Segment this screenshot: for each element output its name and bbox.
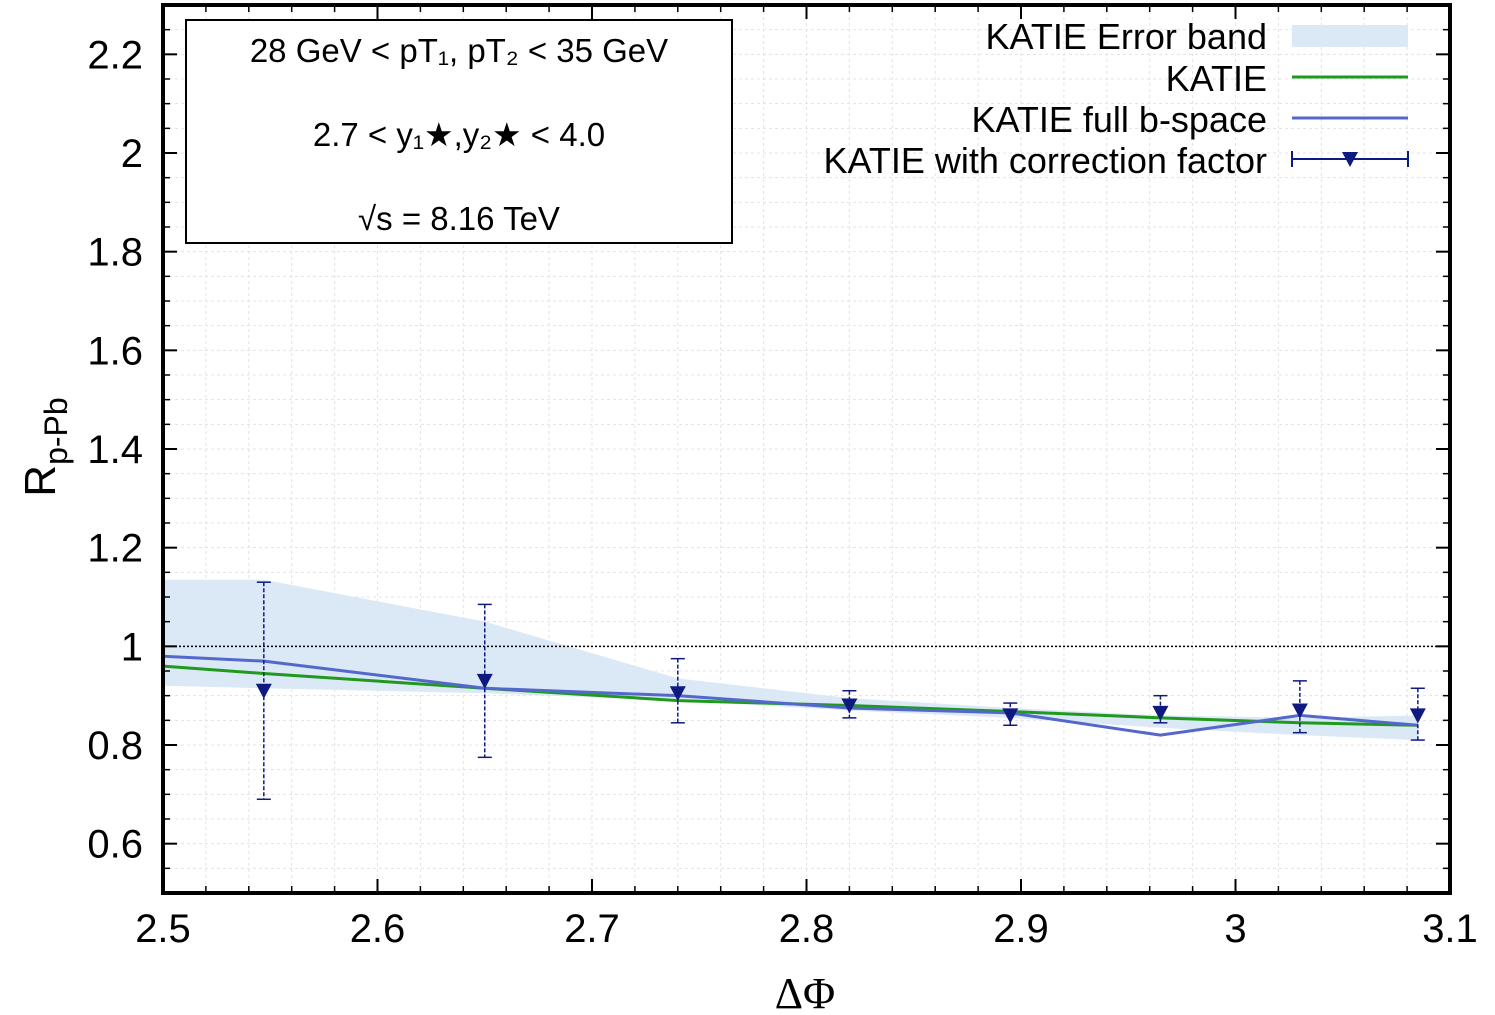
x-tick-label: 2.7 — [564, 907, 620, 951]
triangle-marker — [841, 698, 858, 714]
x-tick-labels: 2.5 2.6 2.7 2.8 2.9 3 3.1 — [135, 907, 1478, 951]
triangle-marker — [1291, 703, 1308, 719]
triangle-marker — [1002, 708, 1019, 724]
y-tick-label: 1.4 — [87, 428, 143, 472]
y-tick-label: 1.6 — [87, 329, 143, 373]
correction-factor-point — [1152, 694, 1169, 724]
correction-factor-point — [669, 657, 686, 724]
info-box-frame — [185, 19, 733, 244]
x-tick-label: 3 — [1224, 907, 1246, 951]
legend-label-katie: KATIE — [1166, 58, 1267, 99]
triangle-marker — [669, 686, 686, 702]
triangle-marker — [255, 683, 272, 699]
plot-frame — [161, 3, 1452, 895]
y-tick-label: 2.2 — [87, 33, 143, 77]
y-tick-labels: 0.6 0.8 1 1.2 1.4 1.6 1.8 2 2.2 — [87, 33, 143, 866]
y-tick-label: 0.6 — [87, 823, 143, 867]
info-rapidity-range: 2.7 < y₁★,y₂★ < 4.0 — [313, 116, 605, 153]
x-tick-label: 2.6 — [350, 907, 406, 951]
info-sqrt-s: √s — [358, 200, 393, 237]
y-tick-label: 1 — [121, 625, 143, 669]
x-tick-label: 3.1 — [1422, 907, 1478, 951]
legend: KATIE Error band KATIE KATIE full b-spac… — [824, 16, 1409, 181]
error-band — [163, 579, 1418, 741]
x-tick-label: 2.9 — [993, 907, 1049, 951]
triangle-marker — [476, 673, 493, 689]
y-tick-label: 1.2 — [87, 527, 143, 571]
legend-swatch-band — [1292, 25, 1408, 47]
x-axis-title: ΔΦ — [775, 969, 835, 1015]
correction-factor-point — [1291, 680, 1308, 734]
triangle-marker — [1409, 708, 1426, 724]
info-energy: √s = 8.16 TeV — [358, 200, 560, 237]
info-pt-range: 28 GeV < pT₁, pT₂ < 35 GeV — [250, 32, 668, 69]
correction-factor-point — [841, 689, 858, 719]
legend-corr-marker — [1342, 152, 1358, 167]
x-tick-label: 2.5 — [135, 907, 191, 951]
y-tick-label: 1.8 — [87, 231, 143, 275]
correction-factor-point — [255, 581, 272, 801]
legend-label-corr: KATIE with correction factor — [824, 140, 1267, 181]
correction-factor-point — [476, 603, 493, 759]
legend-label-full-b: KATIE full b-space — [972, 99, 1267, 140]
correction-factor-point — [1409, 687, 1426, 741]
error-band-layer — [163, 579, 1418, 741]
info-energy-value: = 8.16 TeV — [393, 200, 560, 237]
correction-factor-points-layer — [255, 581, 1426, 801]
y-axis-title-main: R — [16, 465, 65, 497]
x-tick-label: 2.8 — [779, 907, 835, 951]
legend-swatch-corr — [1291, 151, 1409, 167]
legend-label-band: KATIE Error band — [986, 16, 1267, 57]
svg-text:Rp-Pb: Rp-Pb — [16, 397, 74, 496]
y-axis-title: Rp-Pb — [16, 397, 74, 496]
y-tick-label: 2 — [121, 132, 143, 176]
correction-factor-point — [1002, 702, 1019, 727]
triangle-marker — [1152, 705, 1169, 721]
y-axis-title-sub: p-Pb — [38, 397, 74, 465]
y-tick-label: 0.8 — [87, 724, 143, 768]
info-box: 28 GeV < pT₁, pT₂ < 35 GeV 2.7 < y₁★,y₂★… — [185, 19, 733, 244]
